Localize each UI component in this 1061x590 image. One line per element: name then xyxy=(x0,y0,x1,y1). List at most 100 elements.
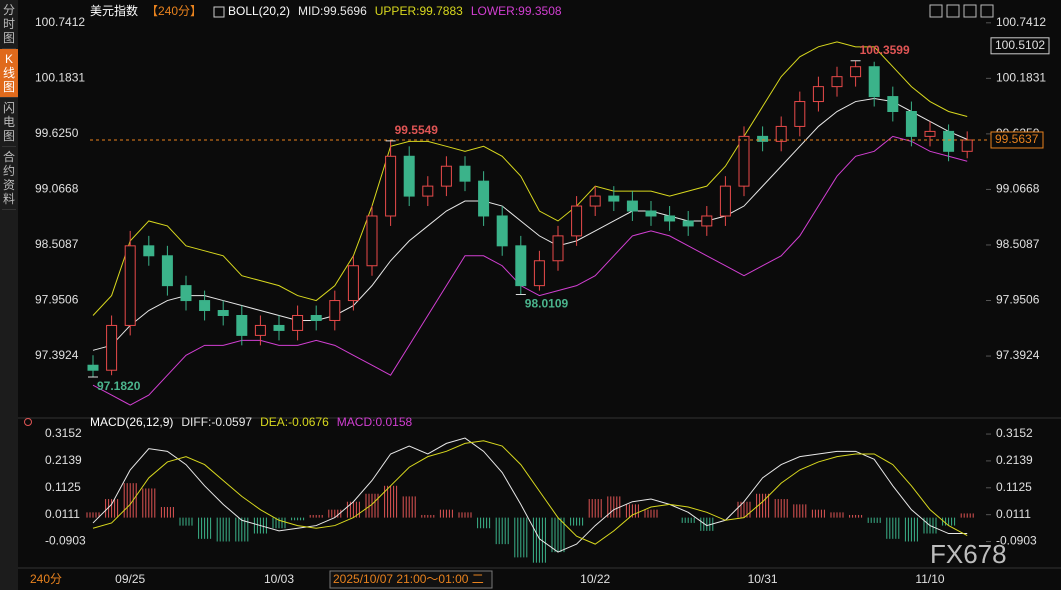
y-tick-label: 0.1125 xyxy=(996,480,1032,494)
y-tick-label: 97.3924 xyxy=(35,348,79,362)
candle-body xyxy=(534,261,544,286)
legend-text: MACD:0.0158 xyxy=(337,415,413,429)
y-tick-label: 99.0668 xyxy=(996,182,1040,196)
candle-body xyxy=(813,87,823,102)
candle-body xyxy=(925,131,935,136)
candle-body xyxy=(125,246,135,326)
annotation: 97.1820 xyxy=(97,379,141,393)
candle-body xyxy=(832,77,842,87)
x-tick-label: 10/03 xyxy=(264,572,294,586)
legend-text: DEA:-0.0676 xyxy=(260,415,329,429)
period-label[interactable]: 240分 xyxy=(30,572,62,586)
legend-text: MACD(26,12,9) xyxy=(90,415,173,429)
candle-body xyxy=(739,136,749,186)
candle-body xyxy=(590,196,600,206)
candle-body xyxy=(255,325,265,335)
candle-body xyxy=(553,236,563,261)
candle-body xyxy=(609,196,619,201)
candle-body xyxy=(795,102,805,127)
candle-body xyxy=(479,181,489,216)
candle-body xyxy=(460,166,470,181)
y-tick-label: 100.1831 xyxy=(35,71,85,85)
candle-body xyxy=(274,325,284,330)
candle-body xyxy=(218,311,228,316)
candle-body xyxy=(423,186,433,196)
y-tick-label: 98.5087 xyxy=(996,237,1040,251)
candle-body xyxy=(330,301,340,321)
candle-body xyxy=(107,325,117,370)
y-tick-label: 100.1831 xyxy=(996,71,1046,85)
y-tick-label: -0.0903 xyxy=(45,534,86,548)
y-tick-label: 0.3152 xyxy=(45,426,82,440)
y-tick-label: 100.7412 xyxy=(996,15,1046,29)
candle-body xyxy=(497,216,507,246)
legend-text: 美元指数 xyxy=(90,3,138,18)
candle-body xyxy=(776,126,786,141)
legend-text: UPPER:99.7883 xyxy=(375,4,463,18)
candle-body xyxy=(869,67,879,97)
candle-body xyxy=(851,67,861,77)
legend-text: BOLL(20,2) xyxy=(228,4,290,18)
legend-text: 【240分】 xyxy=(146,4,202,18)
annotation: 100.3599 xyxy=(860,43,910,57)
candle-body xyxy=(162,256,172,286)
y-tick-label: 99.0668 xyxy=(35,182,79,196)
y-tick-label: 97.9506 xyxy=(996,293,1040,307)
candle-body xyxy=(144,246,154,256)
candle-body xyxy=(237,315,247,335)
candle-body xyxy=(627,201,637,211)
sidebar-tab[interactable]: 分时图 xyxy=(2,0,16,49)
x-tick-label: 10/22 xyxy=(580,572,610,586)
y-tick-label: 99.6250 xyxy=(35,126,79,140)
y-tick-label: 100.7412 xyxy=(35,15,85,29)
x-tick-label: 09/25 xyxy=(115,572,145,586)
candle-body xyxy=(702,216,712,226)
candle-body xyxy=(572,206,582,236)
sidebar-tab[interactable]: K线图 xyxy=(0,49,18,98)
y-tick-label: 97.3924 xyxy=(996,348,1040,362)
candle-body xyxy=(88,365,98,370)
annotation: 98.0109 xyxy=(525,297,569,311)
legend-text: MID:99.5696 xyxy=(298,4,367,18)
sidebar-tab[interactable]: 合约资料 xyxy=(2,147,16,210)
candle-body xyxy=(441,166,451,186)
candle-body xyxy=(386,156,396,216)
y-tick-label: 0.0111 xyxy=(45,507,80,521)
candle-body xyxy=(646,211,656,216)
sidebar: 分时图K线图闪电图合约资料 xyxy=(0,0,18,590)
crosshair-label: 2025/10/07 21:00～01:00 二 xyxy=(333,572,484,586)
candle-body xyxy=(665,216,675,221)
candle-body xyxy=(200,301,210,311)
candle-body xyxy=(404,156,414,196)
y-tick-label: -0.0903 xyxy=(996,534,1037,548)
sidebar-tab[interactable]: 闪电图 xyxy=(2,98,16,147)
candle-body xyxy=(758,136,768,141)
candle-body xyxy=(683,221,693,226)
candle-body xyxy=(962,140,972,151)
y-tick-label: 0.1125 xyxy=(45,480,81,494)
candle-body xyxy=(181,286,191,301)
candle-body xyxy=(367,216,377,266)
y-tick-label: 98.5087 xyxy=(35,237,79,251)
candle-body xyxy=(720,186,730,216)
y-tick-label: 0.0111 xyxy=(996,507,1031,521)
candle-body xyxy=(293,315,303,330)
y-tick-label: 0.2139 xyxy=(45,453,82,467)
candle-body xyxy=(516,246,526,286)
candle-body xyxy=(348,266,358,301)
last-price-label: 99.5637 xyxy=(995,132,1039,146)
legend-text: LOWER:99.3508 xyxy=(471,4,562,18)
x-tick-label: 10/31 xyxy=(748,572,778,586)
annotation: 99.5549 xyxy=(395,123,439,137)
candle-body xyxy=(906,111,916,136)
candle-body xyxy=(311,315,321,320)
y-tick-label: 0.2139 xyxy=(996,453,1033,467)
price-marker-label: 100.5102 xyxy=(995,38,1045,52)
candle-body xyxy=(888,97,898,112)
candle-body xyxy=(944,131,954,151)
x-tick-label: 11/10 xyxy=(915,572,944,586)
y-tick-label: 0.3152 xyxy=(996,426,1033,440)
legend-text: DIFF:-0.0597 xyxy=(181,415,252,429)
